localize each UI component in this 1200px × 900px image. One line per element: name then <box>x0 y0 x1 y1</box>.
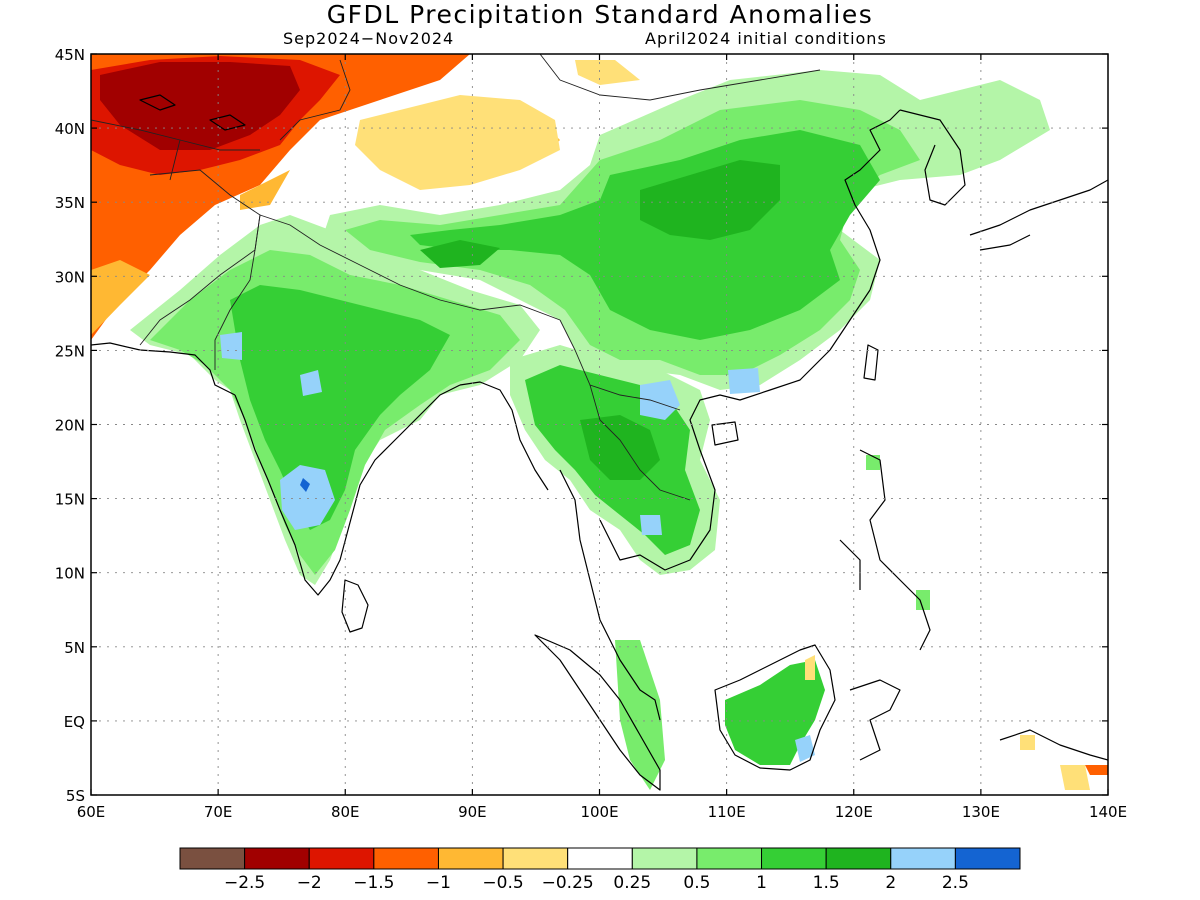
lat-label: 45N <box>55 46 85 64</box>
colorbar-swatch <box>244 847 310 870</box>
forecast-period: Sep2024−Nov2024 <box>283 29 455 48</box>
anomaly-darkgreen-indochina <box>580 415 660 480</box>
coastline-china-east <box>844 109 901 291</box>
lat-label: 40N <box>55 120 85 138</box>
border-india-pakistan <box>214 214 261 370</box>
colorbar-swatch <box>502 847 569 870</box>
coastline-taiwan <box>863 344 879 381</box>
lon-label: 70E <box>204 803 233 821</box>
anomaly-midgreen-india <box>230 285 450 530</box>
anomaly-lightgreen-sumatra <box>615 640 665 790</box>
colorbar-swatch <box>890 847 956 870</box>
colorbar-label: −0.25 <box>542 873 594 893</box>
colorbar-label: 2.5 <box>942 873 969 893</box>
coastline-borneo <box>714 644 836 771</box>
lon-label: 80E <box>331 803 360 821</box>
lon-label: 140E <box>1089 803 1127 821</box>
coastline-philippines <box>839 449 931 651</box>
anomaly-darkred-core <box>100 62 300 150</box>
anomaly-blue-india <box>300 478 310 492</box>
border-mongolia-china <box>539 54 821 101</box>
political-borders <box>91 54 821 501</box>
colorbar-label: −2 <box>297 873 322 893</box>
lat-label: 10N <box>55 565 85 583</box>
anomaly-yellow-tarim <box>355 60 640 190</box>
coastline-sulawesi <box>849 679 901 761</box>
lat-label: 15N <box>55 491 85 509</box>
colorbar-swatch <box>308 847 375 870</box>
colorbar-swatch <box>567 847 633 870</box>
lat-label: 25N <box>55 342 85 360</box>
coastline-srilanka <box>341 579 369 633</box>
colorbar-label: 1.5 <box>813 873 840 893</box>
border-kazakhstan-china <box>279 59 351 141</box>
lon-label: 130E <box>962 803 1000 821</box>
colorbar-swatch <box>954 847 1021 870</box>
colorbar-label: −1.5 <box>353 873 394 893</box>
colorbar-swatch <box>179 847 246 870</box>
coastline-japan <box>969 179 1108 251</box>
anomaly-lightorange-fringe <box>91 170 290 335</box>
longitude-labels: 60E 70E 80E 90E 100E 110E 120E 130E 140E <box>77 803 1127 821</box>
coastline-malay-peninsula <box>559 469 661 721</box>
colorbar-swatch <box>761 847 827 870</box>
colorbar-label: 0.5 <box>683 873 710 893</box>
map-title: GFDL Precipitation Standard Anomalies <box>326 0 874 29</box>
colorbar-swatch <box>373 847 439 870</box>
coastline-indochina <box>599 289 871 571</box>
anomaly-lightblue-borneo <box>795 735 815 762</box>
border-india-china <box>259 214 561 321</box>
colorbar-labels: −2.5 −2 −1.5 −1 −0.5 −0.25 0.25 0.5 1 1.5 2 2.5 <box>224 873 969 893</box>
lat-label: 20N <box>55 417 85 435</box>
anomaly-yellow-newguinea <box>805 655 1090 790</box>
border-thailand-laos <box>589 384 691 501</box>
colorbar-label: −0.5 <box>482 873 523 893</box>
lon-label: 90E <box>458 803 487 821</box>
lon-label: 100E <box>580 803 618 821</box>
lon-label: 110E <box>708 803 746 821</box>
coastlines <box>91 94 1108 791</box>
coastline-central-asia-lakes <box>139 94 246 131</box>
colorbar-swatch <box>631 847 698 870</box>
latitude-labels: 45N 40N 35N 30N 25N 20N 15N 10N 5N EQ 5S <box>55 46 85 805</box>
colorbar-swatch <box>825 847 892 870</box>
lon-label: 60E <box>77 803 106 821</box>
colorbar-label: 0.25 <box>613 873 651 893</box>
coastline-hainan <box>711 421 739 446</box>
colorbar-swatch <box>696 847 763 870</box>
colorbar-label: −1 <box>426 873 451 893</box>
border-china-myanmar-laos <box>559 319 681 411</box>
anomaly-orange-newguinea <box>1085 765 1108 775</box>
coastline-korea <box>899 109 966 206</box>
lat-label: 30N <box>55 268 85 286</box>
anomaly-lightblue-indochina <box>640 368 760 535</box>
coastline-bay-of-bengal <box>459 381 549 491</box>
coastline-sumatra <box>534 634 661 791</box>
anomaly-field <box>91 54 1108 790</box>
coastline-arabia-iran <box>91 342 236 396</box>
colorbar-label: 1 <box>756 873 767 893</box>
lat-label: EQ <box>64 713 85 731</box>
initial-conditions: April2024 initial conditions <box>645 29 887 48</box>
anomaly-lightblue-india <box>220 332 335 530</box>
colorbar <box>179 847 1021 870</box>
coastline-india <box>234 384 461 596</box>
colorbar-label: −2.5 <box>224 873 265 893</box>
anomaly-darkgreen-china <box>420 160 780 268</box>
coastline-newguinea <box>999 729 1108 761</box>
anomaly-lightgreen-philippines <box>866 455 930 610</box>
lat-label: 5S <box>66 787 85 805</box>
graticule <box>91 54 1108 795</box>
axis-ticks <box>90 53 1109 796</box>
colorbar-swatch <box>437 847 504 870</box>
border-central-asia <box>91 119 260 181</box>
lat-label: 5N <box>64 639 85 657</box>
lon-label: 120E <box>835 803 873 821</box>
lat-label: 35N <box>55 194 85 212</box>
colorbar-label: 2 <box>885 873 896 893</box>
